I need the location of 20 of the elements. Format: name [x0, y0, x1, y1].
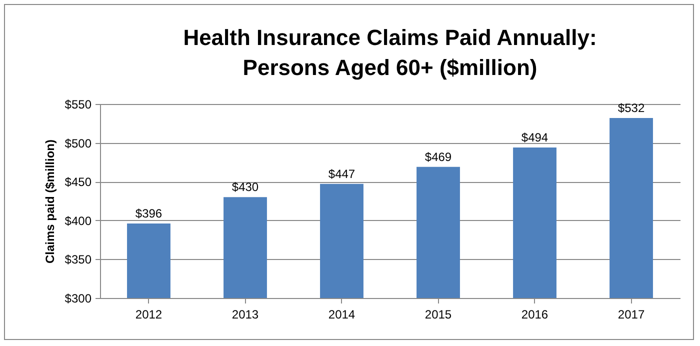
y-tick-label: $300: [64, 292, 92, 306]
chart-title: Health Insurance Claims Paid Annually: Persons Aged 60+ ($million): [183, 25, 597, 80]
data-label: $396: [135, 206, 162, 221]
x-tick-label: 2014: [328, 308, 356, 322]
y-axis-title: Claims paid ($million): [42, 139, 57, 264]
y-tick-label: $550: [64, 98, 92, 112]
x-tick-label: 2015: [424, 308, 452, 322]
data-label: $430: [232, 180, 259, 194]
data-label: $532: [618, 100, 645, 115]
x-tick-label: 2012: [135, 308, 162, 322]
data-label: $469: [424, 150, 452, 164]
x-tick-label: 2017: [618, 308, 645, 322]
x-tick-label: 2016: [521, 308, 548, 322]
y-tick-label: $350: [64, 252, 92, 267]
y-tick-label: $450: [64, 175, 92, 190]
y-tick-label: $500: [64, 136, 92, 150]
x-tick-label: 2013: [232, 308, 259, 322]
data-label: $494: [521, 130, 548, 144]
data-label: $447: [328, 166, 356, 181]
y-tick-label: $400: [64, 214, 92, 228]
